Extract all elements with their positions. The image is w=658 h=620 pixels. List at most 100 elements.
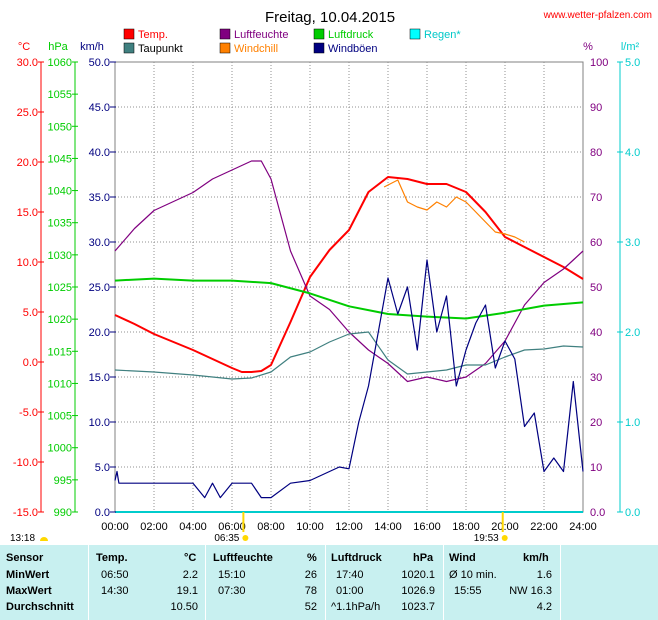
pressure-tick-label: 1060 [48, 57, 72, 69]
x-tick-label: 12:00 [335, 521, 363, 533]
row-label-avg: Durchschnitt [6, 601, 74, 613]
min-wind-time: Ø 10 min. [449, 569, 497, 581]
wind-tick-label: 0.0 [95, 507, 110, 519]
min-humidity-time: 15:10 [218, 569, 246, 581]
series-taupunkt [114, 331, 584, 380]
legend-swatch [123, 28, 135, 40]
legend-label: Regen* [424, 29, 461, 41]
legend-swatch [409, 28, 421, 40]
legend-label: Windböen [328, 43, 378, 55]
max-humidity-value: 78 [304, 585, 317, 597]
avg-pressure-value: 1023.7 [401, 601, 435, 613]
header-pressure-unit: hPa [413, 552, 434, 564]
series-windchill [383, 179, 525, 243]
temp-unit-label: °C [18, 41, 30, 53]
pressure-unit-label: hPa [48, 41, 68, 53]
x-tick-label: 16:00 [413, 521, 441, 533]
wind-tick-label: 5.0 [95, 462, 110, 474]
pressure-tick-label: 1055 [48, 89, 72, 101]
sun-markers: 06:35 19:53 13:18 [10, 512, 508, 544]
sunset-icon [501, 535, 508, 541]
header-wind-unit: km/h [523, 552, 549, 564]
temp-tick-label: -10.0 [13, 457, 38, 469]
sunrise-time: 06:35 [214, 533, 239, 544]
pressure-tick-label: 1040 [48, 186, 72, 198]
temp-tick-label: -15.0 [13, 507, 38, 519]
legend-swatch [123, 42, 135, 54]
wind-tick-label: 40.0 [89, 147, 110, 159]
pressure-tick-label: 990 [54, 507, 72, 519]
header-temp: Temp. [96, 552, 128, 564]
legend-label: Taupunkt [138, 43, 183, 55]
series-temp [114, 176, 584, 373]
pressure-tick-label: 1020 [48, 314, 72, 326]
min-temp-value: 2.2 [182, 569, 198, 581]
avg-wind-value: 4.2 [536, 601, 552, 613]
pressure-tick-label: 1025 [48, 282, 72, 294]
header-humidity-unit: % [307, 552, 317, 564]
series-luftfeuchte [114, 160, 584, 383]
avg-temp-value: 10.50 [170, 601, 198, 613]
header-temp-unit: °C [184, 552, 197, 564]
weather-chart: -15.0 -10.0 -5.0 0.0 5.0 10.0 15.0 20.0 25.0 30.0… [10, 9, 652, 544]
min-pressure-time: 17:40 [336, 569, 364, 581]
chart-series [114, 160, 584, 513]
x-tick-label: 18:00 [452, 521, 480, 533]
header-sensor: Sensor [6, 552, 44, 564]
x-tick-label: 04:00 [179, 521, 207, 533]
rain-tick-label: 1.0 [625, 417, 640, 429]
stats-table: Sensor Temp. °C Luftfeuchte % Luftdruck … [0, 545, 658, 620]
series-windben [114, 259, 584, 499]
humidity-tick-label: 0.0 [590, 507, 605, 519]
chart-legend: Temp. Luftfeuchte Luftdruck Regen* Taupunkt W… [123, 28, 461, 55]
humidity-tick-label: 100 [590, 57, 608, 69]
humidity-tick-label: 20 [590, 417, 602, 429]
max-temp-time: 14:30 [101, 585, 129, 597]
source-link[interactable]: www.wetter-pfalzen.com [543, 10, 652, 21]
sun-half-icon [40, 537, 48, 541]
pressure-tick-label: 1035 [48, 218, 72, 230]
legend-label: Luftfeuchte [234, 29, 288, 41]
humidity-tick-label: 70 [590, 192, 602, 204]
legend-label: Windchill [234, 43, 278, 55]
x-tick-label: 20:00 [491, 521, 519, 533]
wind-tick-label: 20.0 [89, 327, 110, 339]
max-wind-value: NW 16.3 [509, 585, 552, 597]
wind-tick-label: 25.0 [89, 282, 110, 294]
chart-axes: -15.0 -10.0 -5.0 0.0 5.0 10.0 15.0 20.0 25.0 30.0… [13, 41, 640, 533]
x-tick-label: 06:00 [218, 521, 246, 533]
humidity-tick-label: 30 [590, 372, 602, 384]
x-tick-label: 10:00 [296, 521, 324, 533]
wind-tick-label: 35.0 [89, 192, 110, 204]
header-wind: Wind [449, 552, 476, 564]
humidity-unit-label: % [583, 41, 593, 53]
wind-tick-label: 45.0 [89, 102, 110, 114]
series-luftdruck [114, 277, 584, 320]
avg-pressure-trend: ^1.1hPa/h [331, 601, 381, 613]
sunset-time: 19:53 [474, 533, 499, 544]
legend-label: Temp. [138, 29, 168, 41]
header-humidity: Luftfeuchte [213, 552, 273, 564]
pressure-tick-label: 1050 [48, 121, 72, 133]
avg-humidity-value: 52 [304, 601, 317, 613]
pressure-tick-label: 1030 [48, 250, 72, 262]
temp-tick-label: 15.0 [17, 207, 38, 219]
wind-tick-label: 15.0 [89, 372, 110, 384]
max-pressure-value: 1026.9 [401, 585, 435, 597]
legend-swatch [219, 28, 231, 40]
pressure-tick-label: 1015 [48, 346, 72, 358]
row-label-max: MaxWert [6, 585, 52, 597]
x-tick-label: 24:00 [569, 521, 597, 533]
legend-swatch [313, 42, 325, 54]
min-humidity-value: 26 [304, 569, 317, 581]
temp-tick-label: 30.0 [17, 57, 38, 69]
header-pressure: Luftdruck [331, 552, 382, 564]
min-wind-value: 1.6 [536, 569, 552, 581]
x-tick-label: 02:00 [140, 521, 168, 533]
temp-tick-label: 5.0 [23, 307, 38, 319]
temp-tick-label: -5.0 [19, 407, 38, 419]
sunrise-icon [242, 535, 249, 541]
pressure-tick-label: 1045 [48, 153, 72, 165]
temp-tick-label: 10.0 [17, 257, 38, 269]
humidity-tick-label: 80 [590, 147, 602, 159]
